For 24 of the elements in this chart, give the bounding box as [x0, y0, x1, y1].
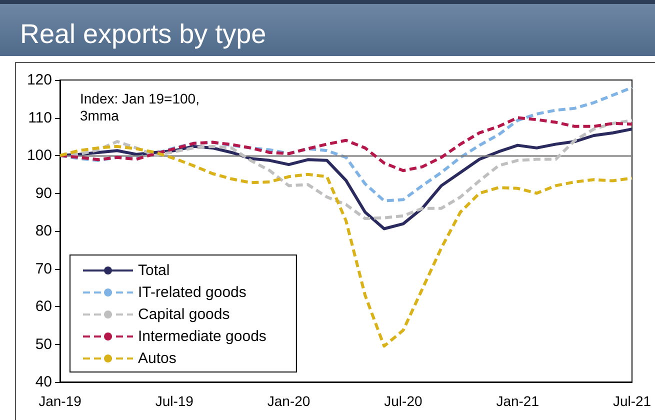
- y-tick-label: 90: [35, 184, 52, 202]
- line-series: [58, 144, 634, 348]
- legend-label: Intermediate goods: [138, 328, 266, 345]
- legend-label: Total: [138, 262, 170, 279]
- x-tick-label: Jan-21: [496, 393, 540, 409]
- y-tick-label: 120: [26, 72, 52, 88]
- y-tick-label: 50: [35, 336, 52, 353]
- y-tick-label: 40: [35, 374, 52, 390]
- y-tick-label: 110: [28, 109, 52, 126]
- x-tick-label: Jan-20: [267, 393, 310, 409]
- legend-label: Capital goods: [138, 306, 230, 323]
- legend-label: IT-related goods: [138, 284, 246, 301]
- legend-label: Autos: [138, 350, 176, 367]
- y-tick-label: 80: [35, 222, 52, 240]
- line-series: [58, 86, 634, 202]
- chart-title: Real exports by type: [0, 0, 655, 56]
- annotation: Index: Jan 19=100, 3mma: [80, 90, 200, 124]
- x-tick-label: Jul-20: [384, 393, 422, 409]
- x-tick-label: Jan-19: [38, 393, 82, 409]
- y-tick-label: 60: [35, 298, 52, 315]
- x-tick-label: Jul-19: [155, 393, 194, 409]
- y-tick-label: 100: [26, 147, 52, 164]
- y-tick-label: 70: [35, 260, 52, 278]
- x-tick-label: Jul-21: [612, 393, 652, 409]
